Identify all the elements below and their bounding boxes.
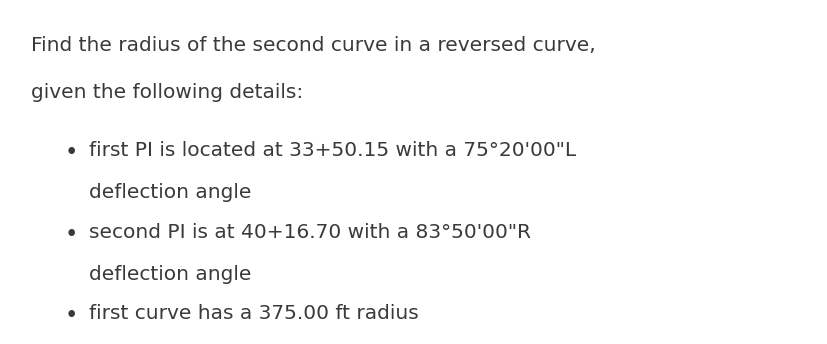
Text: •: •	[65, 304, 78, 327]
Text: •: •	[65, 223, 78, 246]
Text: given the following details:: given the following details:	[31, 83, 304, 101]
Text: •: •	[65, 141, 78, 164]
Text: Find the radius of the second curve in a reversed curve,: Find the radius of the second curve in a…	[31, 36, 595, 55]
Text: second PI is at 40+16.70 with a 83°50'00"R: second PI is at 40+16.70 with a 83°50'00…	[89, 223, 531, 242]
Text: deflection angle: deflection angle	[89, 183, 251, 202]
Text: first curve has a 375.00 ft radius: first curve has a 375.00 ft radius	[89, 304, 418, 323]
Text: deflection angle: deflection angle	[89, 265, 251, 284]
Text: first PI is located at 33+50.15 with a 75°20'00"L: first PI is located at 33+50.15 with a 7…	[89, 141, 576, 160]
